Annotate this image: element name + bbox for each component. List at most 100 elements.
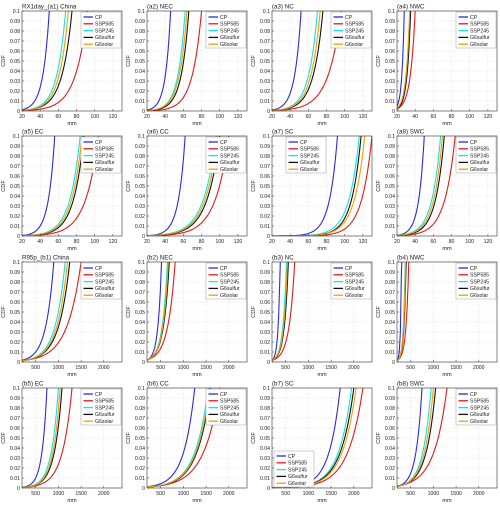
- x-tick-label: 500: [156, 365, 165, 371]
- y-tick-label: 0.08: [135, 406, 145, 412]
- y-axis-label: CDF: [251, 180, 257, 192]
- y-tick-label: 0.02: [135, 214, 145, 220]
- x-tick-label: 1000: [178, 491, 190, 497]
- y-tick-label: 0.07: [260, 290, 270, 296]
- x-tick-label: 2000: [348, 365, 360, 371]
- x-tick-label: 40: [37, 114, 43, 120]
- series-line-g6sulfur: [397, 388, 437, 487]
- x-tick-label: 100: [465, 114, 474, 120]
- x-axis-label: mm: [67, 246, 77, 252]
- legend-label-g6solar: G6solar: [220, 419, 238, 425]
- y-tick-label: 0.09: [10, 19, 20, 25]
- series-line-g6solar: [22, 11, 69, 111]
- y-tick-label: 0.06: [260, 426, 270, 432]
- x-tick-label: 120: [359, 114, 368, 120]
- y-tick-label: 0.1: [138, 134, 145, 140]
- y-tick-label: 0.07: [135, 416, 145, 422]
- panel-7: 0 0.01 0.02 0.03 0.04 0.05 0.06 0.07 0.08 0.09 0.1…: [251, 129, 373, 252]
- y-axis-label: CDF: [251, 432, 257, 444]
- y-tick-label: 0.1: [263, 260, 270, 266]
- y-tick-label: 0.09: [10, 144, 20, 150]
- series-line-ssp585: [397, 136, 456, 236]
- y-tick-label: 0.07: [10, 164, 20, 170]
- legend-label-g6solar: G6solar: [95, 42, 113, 48]
- series-line-ssp245: [147, 262, 168, 361]
- panel-title: (b2) NEC: [147, 255, 173, 262]
- x-tick-label: 1000: [303, 491, 315, 497]
- x-tick-label: 60: [430, 114, 436, 120]
- y-tick-label: 0.09: [135, 19, 145, 25]
- x-axis-label: mm: [442, 246, 452, 252]
- legend-label-cp: CP: [95, 266, 103, 272]
- y-tick-label: 0.03: [260, 79, 270, 85]
- legend-label-g6sulfur: G6sulfur: [95, 35, 115, 41]
- legend-label-cp: CP: [220, 392, 228, 398]
- y-tick-label: 0.05: [260, 184, 270, 190]
- panel-title: (a6) CC: [147, 129, 169, 136]
- y-tick-label: 0.09: [135, 144, 145, 150]
- legend-label-g6sulfur: G6sulfur: [95, 286, 115, 292]
- series-line-ssp585: [22, 262, 82, 362]
- legend-label-g6solar: G6solar: [95, 293, 113, 299]
- y-tick-label: 0.07: [260, 416, 270, 422]
- x-tick-label: 100: [90, 239, 99, 245]
- series-line-cp: [147, 136, 186, 236]
- legend-label-ssp585: SSP585: [220, 273, 239, 279]
- y-tick-label: 0.08: [135, 29, 145, 35]
- y-tick-label: 0.03: [260, 456, 270, 462]
- x-tick-label: 120: [359, 239, 368, 245]
- y-tick-label: 0.05: [385, 436, 395, 442]
- x-tick-label: 2000: [223, 365, 235, 371]
- y-tick-label: 0.07: [10, 416, 20, 422]
- legend-label-ssp585: SSP585: [470, 22, 489, 28]
- x-tick-label: 40: [412, 114, 418, 120]
- legend-label-g6solar: G6solar: [345, 42, 363, 48]
- y-tick-label: 0.02: [135, 89, 145, 95]
- panel-title: (b3) NC: [272, 255, 294, 262]
- legend-label-g6solar: G6solar: [345, 293, 363, 299]
- y-tick-label: 0.05: [135, 310, 145, 316]
- legend-label-g6solar: G6solar: [470, 42, 488, 48]
- y-tick-label: 0: [17, 234, 20, 240]
- legend-label-ssp585: SSP585: [345, 22, 364, 28]
- x-tick-label: 80: [449, 114, 455, 120]
- y-tick-label: 0.09: [135, 396, 145, 402]
- series-group: [22, 388, 73, 488]
- panel-10: 0 0.01 0.02 0.03 0.04 0.05 0.06 0.07 0.08 0.09 0.1…: [126, 255, 248, 378]
- y-tick-label: 0.05: [260, 436, 270, 442]
- y-tick-label: 0.01: [260, 99, 270, 105]
- y-tick-label: 0.07: [385, 416, 395, 422]
- x-tick-label: 120: [234, 114, 243, 120]
- series-group: [22, 262, 82, 362]
- y-tick-label: 0.03: [10, 456, 20, 462]
- legend-label-ssp245: SSP245: [220, 405, 239, 411]
- x-tick-label: 20: [19, 239, 25, 245]
- panel-12: 0 0.01 0.02 0.03 0.04 0.05 0.06 0.07 0.08 0.09 0.1…: [376, 255, 498, 378]
- y-tick-label: 0.06: [10, 300, 20, 306]
- y-tick-label: 0.04: [385, 69, 395, 75]
- series-line-g6solar: [22, 136, 83, 236]
- panel-title: R95p_(b1) China: [22, 255, 70, 262]
- series-line-g6solar: [272, 388, 357, 488]
- y-tick-label: 0.04: [260, 446, 270, 452]
- y-tick-label: 0.04: [385, 446, 395, 452]
- x-tick-label: 40: [287, 114, 293, 120]
- y-tick-label: 0.01: [10, 99, 20, 105]
- y-tick-label: 0.01: [10, 224, 20, 230]
- series-line-cp: [22, 11, 50, 111]
- series-line-ssp585: [22, 11, 89, 111]
- x-tick-label: 2000: [348, 491, 360, 497]
- x-tick-label: 100: [90, 114, 99, 120]
- legend-label-g6sulfur: G6sulfur: [95, 160, 115, 166]
- x-axis-label: mm: [317, 121, 327, 127]
- x-tick-label: 80: [324, 239, 330, 245]
- x-tick-label: 500: [406, 365, 415, 371]
- panel-13: 0 0.01 0.02 0.03 0.04 0.05 0.06 0.07 0.08 0.09 0.1…: [1, 381, 123, 504]
- series-line-cp: [22, 136, 56, 236]
- legend-box: [285, 136, 327, 174]
- y-tick-label: 0: [142, 109, 145, 115]
- x-tick-label: 20: [269, 114, 275, 120]
